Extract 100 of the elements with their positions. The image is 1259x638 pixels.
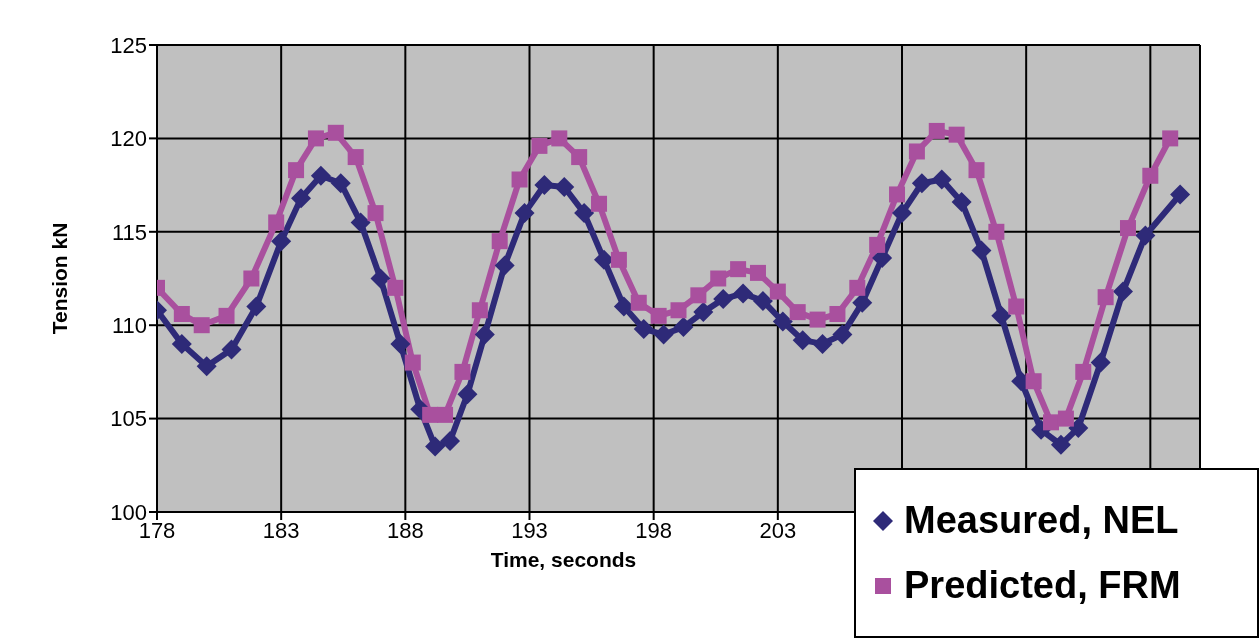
point bbox=[889, 186, 906, 203]
point bbox=[514, 203, 535, 224]
point bbox=[1170, 184, 1191, 205]
point bbox=[571, 149, 588, 166]
point bbox=[931, 169, 952, 190]
x-axis-title: Time, seconds bbox=[490, 548, 637, 571]
point bbox=[243, 270, 260, 287]
point bbox=[171, 333, 192, 354]
point bbox=[422, 406, 439, 423]
x-tick-label: 193 bbox=[511, 517, 548, 543]
point bbox=[772, 311, 793, 332]
point bbox=[968, 162, 985, 179]
point bbox=[1113, 281, 1134, 302]
point bbox=[673, 317, 694, 338]
point bbox=[1097, 289, 1114, 306]
y-axis-title: Tension kN bbox=[48, 222, 72, 335]
point bbox=[1075, 363, 1092, 380]
x-tick-label: 183 bbox=[262, 517, 300, 543]
point bbox=[387, 279, 404, 296]
point bbox=[591, 195, 608, 212]
point bbox=[749, 264, 766, 281]
point bbox=[574, 203, 595, 224]
point bbox=[350, 212, 371, 233]
x-tick-label: 188 bbox=[386, 517, 424, 543]
point bbox=[670, 302, 687, 319]
point bbox=[491, 233, 508, 250]
point bbox=[511, 171, 528, 188]
point bbox=[991, 305, 1012, 326]
point bbox=[690, 287, 707, 304]
point bbox=[457, 384, 478, 405]
y-tick-label: 120 bbox=[110, 126, 147, 152]
point bbox=[832, 324, 853, 345]
point bbox=[474, 324, 495, 345]
point bbox=[494, 255, 515, 276]
point bbox=[908, 143, 925, 160]
legend-label: Predicted, FRM bbox=[904, 564, 1181, 607]
point bbox=[713, 289, 734, 310]
point bbox=[971, 240, 992, 261]
y-tick-label: 115 bbox=[111, 219, 147, 245]
point bbox=[291, 188, 312, 209]
y-tick-label: 110 bbox=[111, 313, 147, 339]
point bbox=[193, 317, 210, 334]
point bbox=[650, 307, 667, 324]
point bbox=[769, 283, 786, 300]
point bbox=[471, 302, 488, 319]
point bbox=[440, 431, 461, 452]
point bbox=[1068, 417, 1089, 438]
x-tick-label: 198 bbox=[635, 517, 673, 543]
point bbox=[849, 279, 866, 296]
point bbox=[437, 406, 454, 423]
legend-label: Measured, NEL bbox=[904, 499, 1179, 542]
point bbox=[554, 176, 575, 197]
point bbox=[752, 290, 773, 311]
point bbox=[911, 173, 932, 194]
point bbox=[1142, 167, 1159, 184]
point bbox=[693, 302, 714, 323]
point bbox=[710, 270, 727, 287]
point bbox=[633, 318, 654, 339]
point bbox=[367, 205, 384, 222]
point bbox=[730, 261, 747, 278]
point bbox=[789, 304, 806, 321]
point bbox=[809, 311, 826, 328]
point bbox=[928, 122, 945, 139]
point bbox=[1119, 220, 1136, 237]
point bbox=[307, 130, 324, 147]
point bbox=[271, 231, 292, 252]
point bbox=[196, 356, 217, 377]
point bbox=[1043, 414, 1059, 431]
point bbox=[951, 191, 972, 212]
point bbox=[653, 324, 674, 345]
point bbox=[1057, 410, 1074, 427]
point bbox=[948, 126, 965, 143]
point bbox=[246, 296, 267, 317]
point bbox=[892, 203, 912, 224]
point bbox=[812, 333, 833, 354]
point bbox=[630, 294, 647, 311]
point bbox=[330, 173, 351, 194]
point bbox=[613, 296, 634, 317]
point bbox=[288, 162, 305, 179]
point bbox=[218, 307, 235, 324]
point bbox=[454, 363, 471, 380]
point bbox=[370, 268, 391, 289]
x-tick-label: 203 bbox=[759, 517, 797, 543]
point bbox=[829, 305, 846, 322]
point bbox=[869, 236, 886, 253]
point bbox=[531, 137, 548, 154]
point bbox=[1050, 434, 1071, 455]
point bbox=[268, 214, 285, 231]
point bbox=[404, 354, 421, 371]
point bbox=[610, 251, 627, 268]
point bbox=[1008, 298, 1025, 315]
point bbox=[988, 223, 1005, 240]
point bbox=[594, 249, 614, 270]
y-tick-label: 125 bbox=[110, 32, 147, 58]
point bbox=[1162, 130, 1179, 147]
point bbox=[733, 283, 754, 304]
point bbox=[310, 165, 331, 186]
point bbox=[792, 330, 813, 351]
point bbox=[1090, 352, 1111, 373]
point bbox=[347, 149, 364, 166]
